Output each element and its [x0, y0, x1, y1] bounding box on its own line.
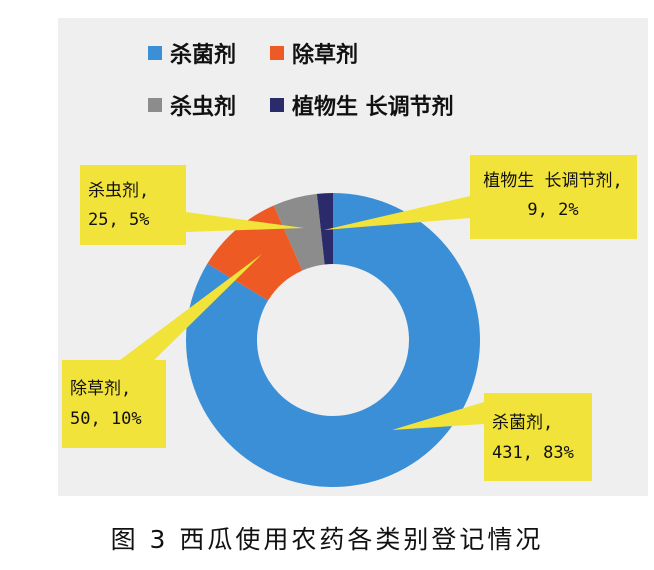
slice-herbicide	[207, 205, 303, 301]
callout-plant-growth-regulator: 植物生 长调节剂, 9, 2%	[470, 155, 637, 239]
callout-pointers	[120, 196, 484, 430]
callout-insecticide: 杀虫剂, 25, 5%	[80, 165, 186, 245]
donut-slices	[186, 193, 481, 488]
callout-plant-growth-regulator-line2: 9, 2%	[527, 200, 578, 220]
callout-box-fungicide	[484, 393, 592, 481]
figure-caption: 图 3 西瓜使用农药各类别登记情况	[110, 525, 544, 554]
legend-swatch-fungicide	[148, 46, 162, 60]
callout-fungicide-line1: 杀菌剂,	[492, 413, 553, 433]
pointer-fungicide	[392, 402, 484, 430]
pointer-plant-growth-regulator	[324, 196, 470, 230]
legend: 杀菌剂 除草剂 杀虫剂 植物生 长调节剂	[148, 42, 454, 120]
callout-herbicide-line2: 50, 10%	[70, 409, 142, 429]
legend-label-insecticide: 杀虫剂	[170, 94, 236, 120]
callout-fungicide: 杀菌剂, 431, 83%	[484, 393, 592, 481]
callout-box-herbicide	[62, 360, 166, 448]
callout-insecticide-line1: 杀虫剂,	[88, 181, 149, 201]
legend-swatch-plant-growth-regulator	[270, 98, 284, 112]
callout-plant-growth-regulator-line1: 植物生 长调节剂,	[483, 171, 622, 191]
callout-insecticide-line2: 25, 5%	[88, 210, 149, 230]
pointer-insecticide	[186, 212, 304, 232]
legend-label-fungicide: 杀菌剂	[170, 42, 236, 68]
callout-fungicide-line2: 431, 83%	[492, 443, 574, 463]
callout-herbicide-line1: 除草剂,	[70, 379, 131, 399]
slice-plant-growth-regulator	[316, 193, 333, 265]
legend-label-herbicide: 除草剂	[292, 42, 358, 68]
legend-label-plant-growth-regulator: 植物生 长调节剂	[292, 94, 454, 120]
legend-swatch-insecticide	[148, 98, 162, 112]
callout-box-insecticide	[80, 165, 186, 245]
slice-insecticide	[273, 193, 325, 271]
slice-fungicide	[186, 193, 481, 488]
legend-swatch-herbicide	[270, 46, 284, 60]
callout-box-plant-growth-regulator	[470, 155, 637, 239]
pointer-herbicide	[120, 254, 262, 372]
callout-herbicide: 除草剂, 50, 10%	[62, 360, 166, 448]
